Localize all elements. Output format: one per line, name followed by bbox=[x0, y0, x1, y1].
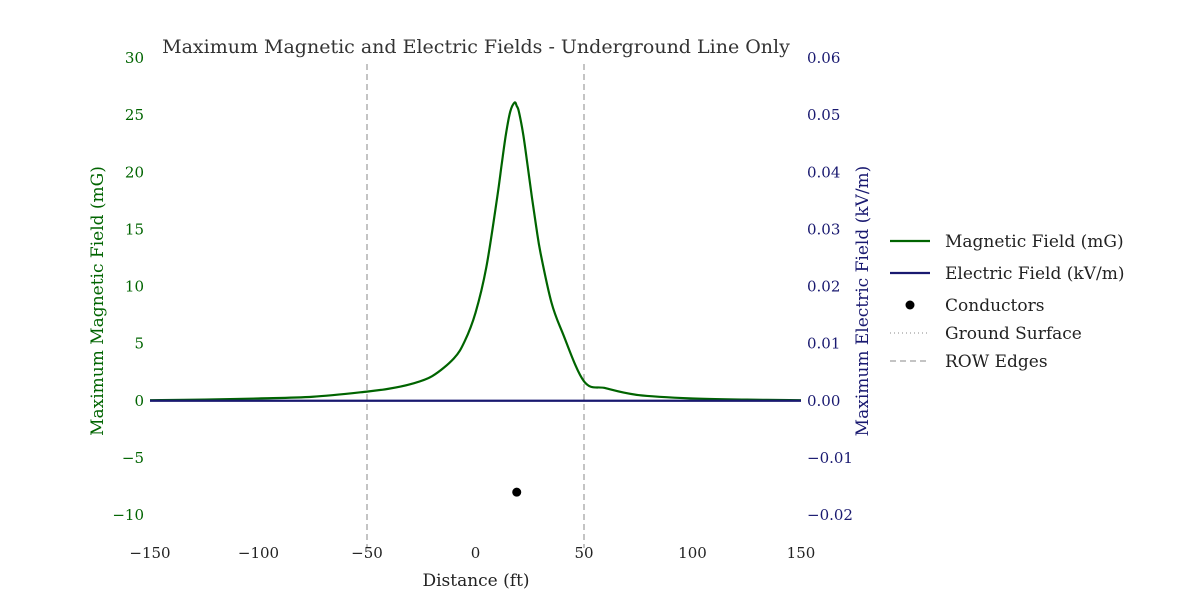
y-right-tick-label: −0.02 bbox=[807, 506, 853, 524]
magnetic-field-line bbox=[149, 101, 802, 402]
y-left-tick-label: 25 bbox=[125, 106, 144, 124]
legend-label: Magnetic Field (mG) bbox=[945, 232, 1124, 252]
legend: Magnetic Field (mG) Electric Field (kV/m)… bbox=[890, 232, 1124, 372]
y-left-axis-label: Maximum Magnetic Field (mG) bbox=[88, 166, 108, 436]
x-tick-label: −50 bbox=[351, 544, 383, 562]
y-right-tick-label: 0.03 bbox=[807, 220, 840, 238]
y-right-tick-label: 0.04 bbox=[807, 163, 840, 181]
x-tick-label: 50 bbox=[574, 544, 593, 562]
y-left-tick-label: −10 bbox=[112, 506, 144, 524]
chart-title: Maximum Magnetic and Electric Fields - U… bbox=[162, 36, 790, 58]
y-left-tick-label: 0 bbox=[134, 392, 144, 410]
legend-label: ROW Edges bbox=[945, 352, 1048, 372]
y-left-tick-label: 10 bbox=[125, 278, 144, 296]
legend-label: Electric Field (kV/m) bbox=[945, 264, 1124, 284]
x-tick-label: 150 bbox=[787, 544, 816, 562]
y-right-axis-label: Maximum Electric Field (kV/m) bbox=[853, 166, 873, 437]
y-right-tick-label: 0.02 bbox=[807, 278, 840, 296]
legend-label: Conductors bbox=[945, 296, 1044, 316]
y-left-axis-ticks: 30 25 20 15 10 5 0 −5 −10 bbox=[112, 49, 144, 524]
x-tick-label: 100 bbox=[678, 544, 707, 562]
y-right-tick-label: −0.01 bbox=[807, 449, 853, 467]
x-tick-label: 0 bbox=[471, 544, 481, 562]
y-right-tick-label: 0.06 bbox=[807, 49, 840, 67]
x-axis-label: Distance (ft) bbox=[422, 571, 529, 591]
y-left-tick-label: 15 bbox=[125, 220, 144, 238]
y-left-tick-label: 30 bbox=[125, 49, 144, 67]
x-axis-ticks: −150 −100 −50 0 50 100 150 bbox=[129, 544, 815, 562]
y-left-tick-label: 20 bbox=[125, 163, 144, 181]
legend-swatch-conductor bbox=[905, 300, 915, 310]
row-edges bbox=[366, 64, 585, 548]
y-right-tick-label: 0.01 bbox=[807, 335, 840, 353]
y-left-tick-label: 5 bbox=[134, 335, 144, 353]
y-right-tick-label: 0.05 bbox=[807, 106, 840, 124]
conductor-layer bbox=[512, 487, 522, 497]
y-right-axis-ticks: 0.06 0.05 0.04 0.03 0.02 0.01 0.00 −0.01 −0.02 bbox=[807, 49, 853, 524]
legend-label: Ground Surface bbox=[945, 324, 1082, 344]
x-tick-label: −100 bbox=[238, 544, 279, 562]
y-right-tick-label: 0.00 bbox=[807, 392, 840, 410]
x-tick-label: −150 bbox=[129, 544, 170, 562]
conductor-marker bbox=[512, 487, 522, 497]
y-left-tick-label: −5 bbox=[122, 449, 144, 467]
series-layer bbox=[149, 101, 802, 402]
